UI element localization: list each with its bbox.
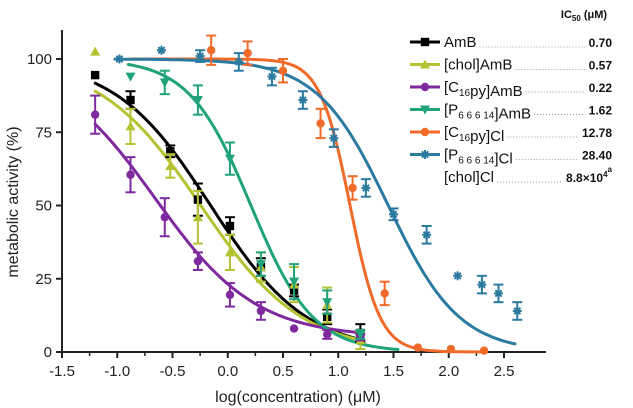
data-point: [494, 289, 503, 298]
x-tick-label: 2.5: [494, 363, 515, 380]
legend-label: [P6 6 6 14]AmB: [444, 102, 531, 123]
data-point: [160, 78, 170, 87]
data-point: [361, 183, 370, 192]
data-point: [196, 52, 205, 61]
legend-ic50: 28.40: [582, 149, 612, 163]
legend-label: [chol]Cl: [444, 169, 494, 186]
legend: IC50 (μM) AmB 0.70 [chol]AmB 0.57 [C16py]AmB 0…: [410, 9, 613, 186]
data-point: [279, 67, 287, 75]
data-point: [194, 257, 202, 265]
data-point: [207, 46, 215, 54]
y-tick-label: 100: [27, 51, 52, 68]
legend-row-0: AmB 0.70: [410, 34, 612, 51]
legend-header: IC50 (μM): [561, 9, 608, 23]
data-point: [513, 306, 522, 315]
legend-ic50: 0.57: [589, 59, 613, 73]
data-point: [267, 72, 276, 81]
data-point: [323, 330, 331, 338]
data-point: [91, 71, 99, 79]
data-point: [298, 96, 307, 105]
legend-row-6: [chol]Cl 8.8×104a: [444, 165, 613, 186]
legend-marker: [421, 150, 430, 159]
axes: -1.5 -1.0 -0.5 0.0 0.5 1.0 1.5 2.0 2.5 0 25 50 75 100…: [5, 30, 546, 406]
data-point: [126, 171, 134, 179]
data-point: [126, 96, 134, 104]
data-point: [348, 184, 356, 192]
legend-row-2: [C16py]AmB 0.22: [410, 79, 612, 100]
x-tick-label: 1.0: [328, 363, 349, 380]
data-point: [316, 119, 324, 127]
data-point: [90, 47, 100, 56]
x-tick-label: -0.5: [160, 363, 186, 380]
legend-ic50: 0.22: [589, 81, 613, 95]
data-point: [226, 222, 234, 230]
y-axis-title: metabolic activity (%): [5, 126, 22, 277]
data-point: [234, 57, 243, 66]
legend-row-4: [C16py]Cl 12.78: [410, 124, 612, 145]
data-point: [422, 230, 431, 239]
x-tick-label: 0.5: [273, 363, 294, 380]
fit-curve-1: [95, 91, 362, 340]
legend-marker: [421, 38, 429, 46]
legend-ic50: 12.78: [582, 126, 612, 140]
data-point: [480, 346, 488, 354]
legend-row-3: [P6 6 6 14]AmB 1.62: [410, 102, 612, 123]
legend-ic50: 1.62: [589, 104, 613, 118]
y-tick-label: 75: [35, 124, 52, 141]
legend-label: AmB: [444, 34, 477, 51]
legend-label: [C16py]Cl: [444, 124, 504, 145]
y-tick-label: 0: [44, 344, 52, 361]
data-point: [414, 343, 422, 351]
data-point: [226, 291, 234, 299]
data-point: [453, 271, 462, 280]
data-point: [447, 345, 455, 353]
legend-ic50: 0.70: [589, 36, 613, 50]
data-point: [380, 289, 388, 297]
legend-label: [P6 6 6 14]Cl: [444, 147, 513, 168]
x-axis-title: log(concentration) (μM): [215, 389, 381, 406]
x-tick-label: 1.5: [383, 363, 404, 380]
x-tick-label: -1.0: [104, 363, 130, 380]
y-tick-label: 50: [35, 198, 52, 215]
data-point: [157, 46, 166, 55]
data-point: [290, 324, 298, 332]
legend-marker: [421, 128, 429, 136]
data-point: [115, 55, 124, 64]
y-tick-label: 25: [35, 271, 52, 288]
data-point: [243, 49, 251, 57]
data-point: [161, 213, 169, 221]
x-tick-label: -1.5: [49, 363, 75, 380]
fit-curve-4: [131, 59, 487, 352]
legend-label: [C16py]AmB: [444, 79, 523, 100]
data-point: [322, 298, 332, 307]
x-tick-label: 0.0: [217, 363, 238, 380]
x-tick-label: 2.0: [438, 363, 459, 380]
legend-row-1: [chol]AmB 0.57: [410, 57, 612, 74]
data-point: [91, 110, 99, 118]
data-point: [329, 134, 338, 143]
data-point: [477, 280, 486, 289]
data-point: [257, 307, 265, 315]
legend-ic50: 8.8×104a: [566, 165, 613, 185]
data-point: [126, 73, 136, 82]
data-point: [389, 210, 398, 219]
legend-label: [chol]AmB: [444, 57, 512, 74]
legend-row-5: [P6 6 6 14]Cl 28.40: [410, 147, 612, 168]
legend-marker: [421, 83, 429, 91]
